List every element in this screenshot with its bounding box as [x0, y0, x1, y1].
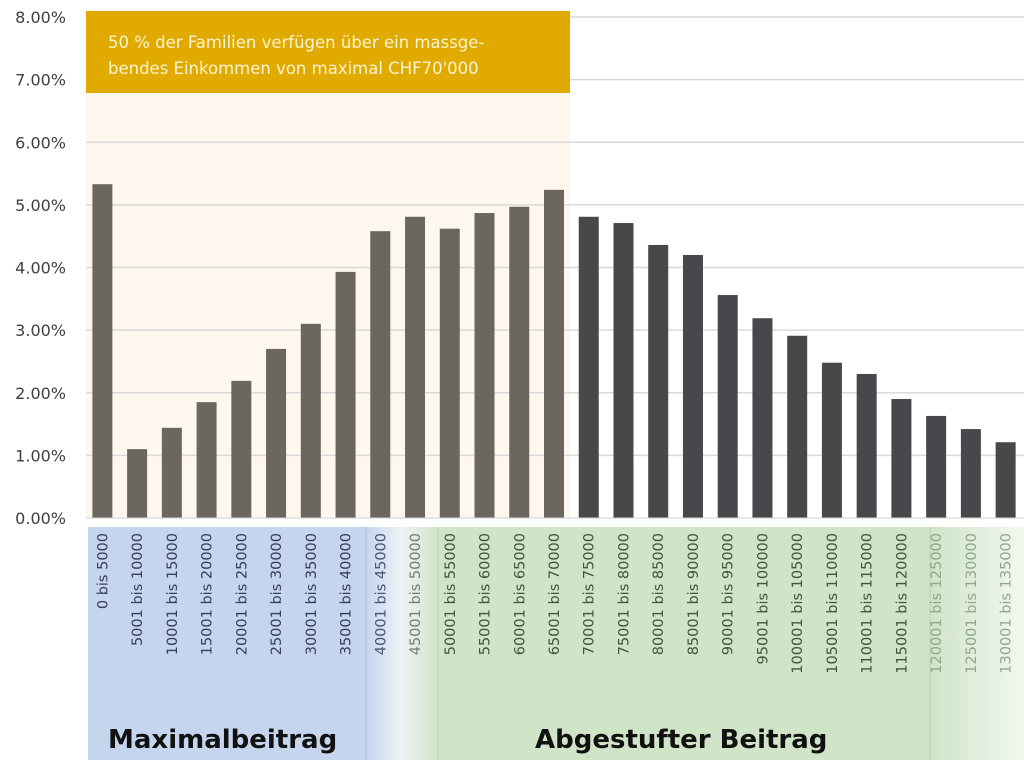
- bar: [717, 295, 738, 518]
- x-tick-label: 55001 bis 60000: [478, 533, 494, 655]
- x-tick-label: 120001 bis 125000: [929, 533, 945, 674]
- x-tick-label: 40001 bis 45000: [373, 533, 389, 655]
- bar: [266, 348, 287, 518]
- bar: [300, 323, 321, 518]
- x-tick-label: 45001 bis 50000: [408, 533, 424, 655]
- x-tick-label: 95001 bis 100000: [755, 533, 771, 664]
- bar: [439, 228, 460, 519]
- bar: [856, 373, 877, 518]
- x-tick-label: 60001 bis 65000: [512, 533, 528, 655]
- x-tick-label: 25001 bis 30000: [269, 533, 285, 655]
- band-maximalbeitrag: [88, 527, 366, 760]
- x-tick-label: 10001 bis 15000: [165, 533, 181, 655]
- bar: [891, 399, 912, 518]
- x-tick-label: 75001 bis 80000: [616, 533, 632, 655]
- y-tick-label: 2.00%: [15, 384, 66, 403]
- x-axis-labels: 0 bis 5000 5001 bis 10000 10001 bis 15000 1…: [95, 533, 1014, 674]
- band-abgestufter-beitrag: [438, 527, 930, 760]
- bar: [613, 223, 634, 518]
- annotation-line-1: 50 % der Familien verfügen über ein mass…: [108, 33, 484, 52]
- annotation-box: 50 % der Familien verfügen über ein mass…: [86, 11, 570, 93]
- bar: [787, 335, 808, 518]
- x-tick-label: 90001 bis 95000: [721, 533, 737, 655]
- bar: [509, 206, 530, 518]
- x-tick-label: 70001 bis 75000: [582, 533, 598, 655]
- x-tick-label: 80001 bis 85000: [651, 533, 667, 655]
- bar: [92, 184, 113, 519]
- x-tick-label: 50001 bis 55000: [443, 533, 459, 655]
- x-tick-label: 105001 bis 110000: [825, 533, 841, 674]
- bar: [682, 254, 703, 518]
- x-tick-label: 30001 bis 35000: [304, 533, 320, 655]
- x-tick-label: 0 bis 5000: [95, 533, 111, 609]
- y-tick-label: 8.00%: [15, 8, 66, 27]
- y-tick-label: 0.00%: [15, 509, 66, 528]
- x-tick-label: 130001 bis 135000: [999, 533, 1015, 674]
- bar: [196, 402, 217, 518]
- y-tick-label: 5.00%: [15, 196, 66, 215]
- bar: [926, 415, 947, 518]
- bar: [335, 271, 356, 518]
- bar: [474, 213, 495, 519]
- bars: [92, 184, 1016, 519]
- x-tick-label: 5001 bis 10000: [130, 533, 146, 646]
- band-fade: [930, 527, 1024, 760]
- x-tick-label: 115001 bis 120000: [894, 533, 910, 674]
- band-transition: [366, 527, 438, 760]
- x-tick-label: 100001 bis 105000: [790, 533, 806, 674]
- x-tick-label: 85001 bis 90000: [686, 533, 702, 655]
- y-tick-label: 4.00%: [15, 259, 66, 278]
- bar: [231, 380, 252, 518]
- x-tick-label: 65001 bis 70000: [547, 533, 563, 655]
- band-label-maximalbeitrag: Maximalbeitrag: [108, 725, 337, 755]
- category-bands: Maximalbeitrag Abgestufter Beitrag: [88, 527, 1024, 760]
- y-axis-ticks: 0.00% 1.00% 2.00% 3.00% 4.00% 5.00% 6.00% 7.00%…: [15, 8, 66, 528]
- x-tick-label: 110001 bis 115000: [860, 533, 876, 674]
- annotation-line-2: bendes Einkommen von maximal CHF70'000: [108, 59, 479, 78]
- bar: [127, 449, 148, 518]
- bar: [161, 427, 182, 518]
- bar: [648, 244, 669, 518]
- bar: [821, 362, 842, 518]
- x-tick-label: 20001 bis 25000: [234, 533, 250, 655]
- bar: [752, 318, 773, 518]
- y-tick-label: 6.00%: [15, 133, 66, 152]
- y-tick-label: 7.00%: [15, 71, 66, 90]
- x-tick-label: 15001 bis 20000: [200, 533, 216, 655]
- bar: [960, 429, 981, 518]
- bar: [544, 189, 564, 518]
- x-tick-label: 125001 bis 130000: [964, 533, 980, 674]
- band-label-abgestufter-beitrag: Abgestufter Beitrag: [535, 725, 827, 755]
- bar: [405, 216, 426, 518]
- y-tick-label: 1.00%: [15, 446, 66, 465]
- bar: [370, 231, 391, 519]
- x-tick-label: 35001 bis 40000: [339, 533, 355, 655]
- y-tick-label: 3.00%: [15, 321, 66, 340]
- bar: [578, 216, 599, 518]
- bar: [995, 442, 1016, 518]
